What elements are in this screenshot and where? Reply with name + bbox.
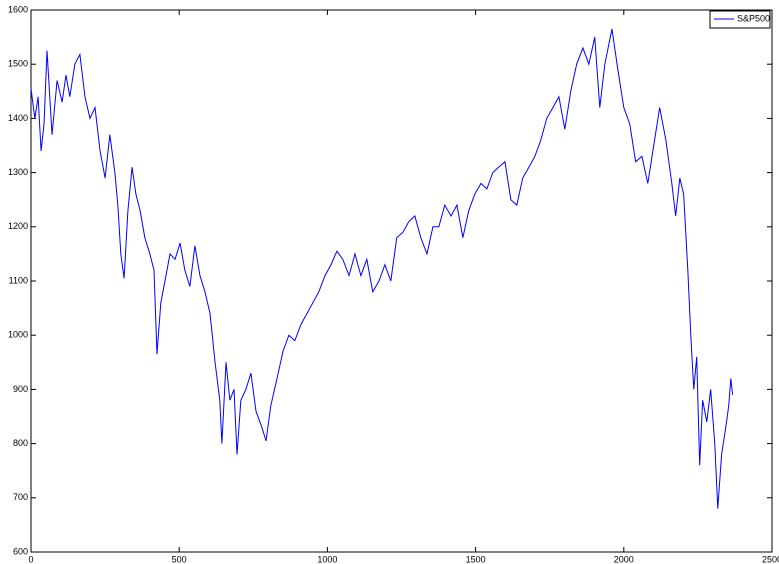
legend-box bbox=[709, 10, 771, 29]
y-tick-label: 1500 bbox=[8, 59, 28, 69]
x-tick-label: 1000 bbox=[317, 554, 337, 564]
y-tick-label: 1100 bbox=[9, 275, 28, 285]
x-tick-label: 0 bbox=[28, 554, 33, 564]
y-tick-label: 700 bbox=[13, 492, 28, 502]
x-tick-label: 2000 bbox=[614, 554, 634, 564]
y-tick-label: 600 bbox=[13, 546, 28, 556]
x-tick-label: 1500 bbox=[466, 554, 486, 564]
y-tick-label: 1600 bbox=[8, 4, 28, 14]
legend-label: S&P500 bbox=[737, 13, 770, 23]
legend: S&P500 bbox=[709, 10, 771, 29]
x-tick-label: 500 bbox=[172, 554, 187, 564]
y-tick-label: 800 bbox=[13, 438, 28, 448]
y-tick-label: 1200 bbox=[8, 221, 28, 231]
plot-frame bbox=[30, 9, 773, 553]
y-tick-label: 1000 bbox=[8, 330, 28, 340]
line-series bbox=[30, 28, 734, 509]
x-tick-label: 2500 bbox=[762, 554, 779, 564]
y-tick-label: 1300 bbox=[8, 167, 28, 177]
y-tick-label: 900 bbox=[13, 384, 28, 394]
y-tick-label: 1400 bbox=[8, 113, 28, 123]
